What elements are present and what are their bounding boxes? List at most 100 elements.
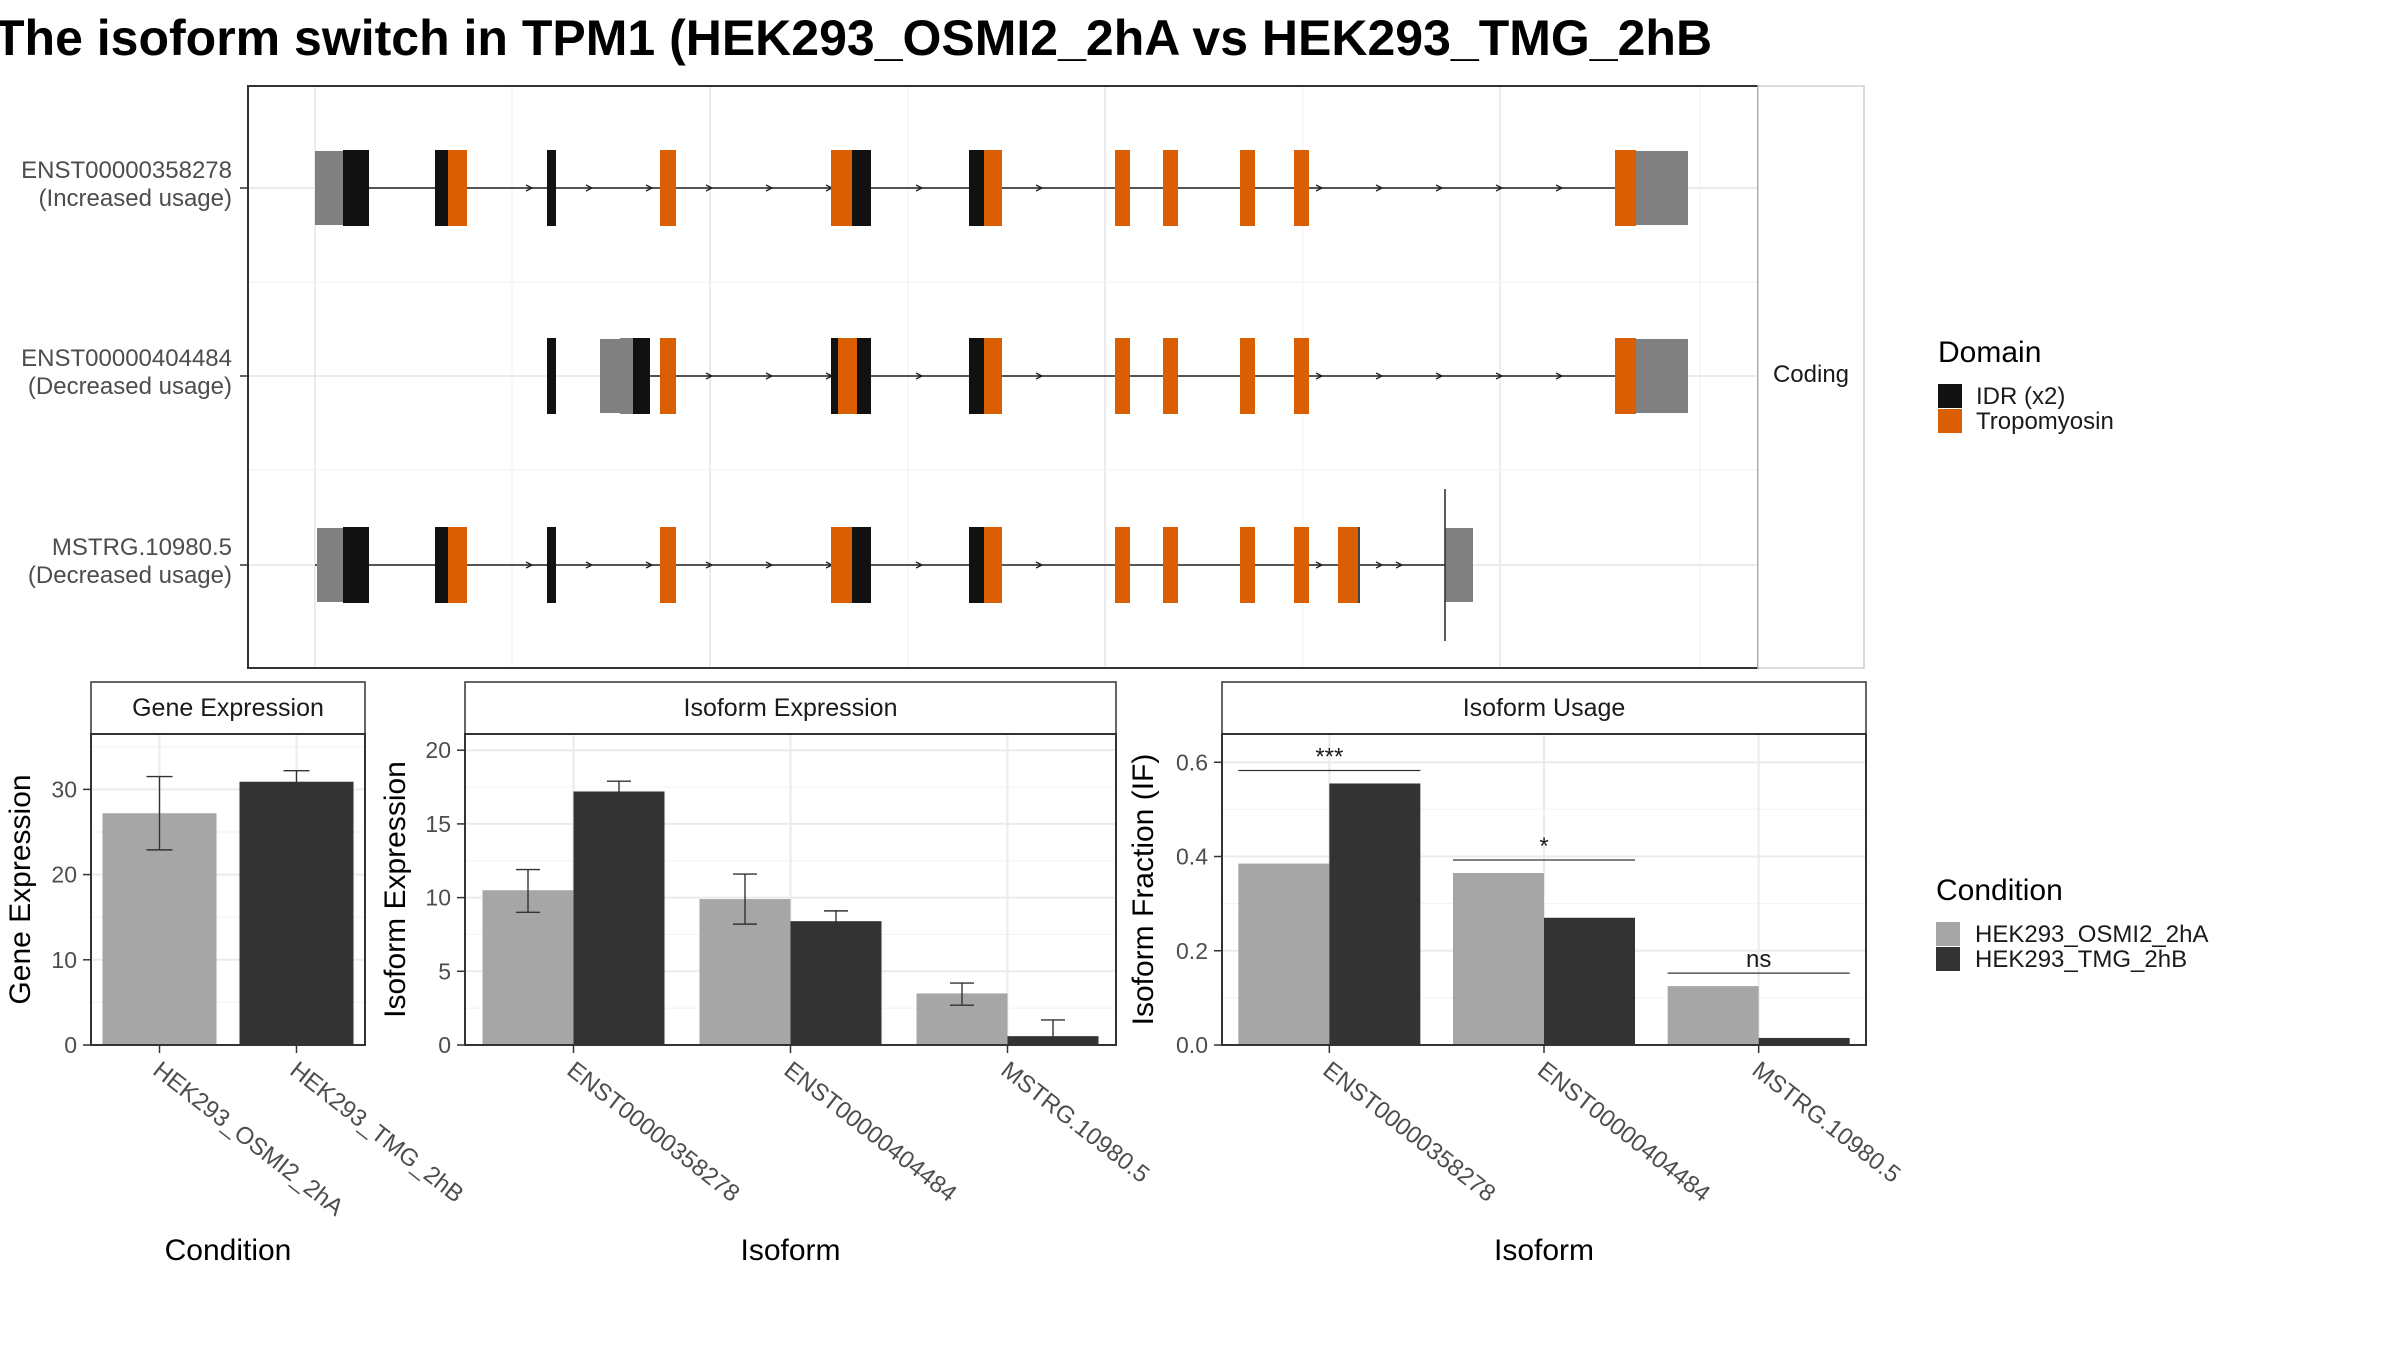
facet-strip [1757,85,1865,669]
panel-title: Isoform Expression [684,694,898,722]
y-tick-label: 20 [425,737,451,763]
y-tick-label: 0 [438,1032,451,1058]
isoform-usage-note: (Decreased usage) [28,373,232,400]
tropomyosin-domain-block [1115,338,1130,414]
bar [1238,863,1330,1045]
tropomyosin-domain-block [1115,150,1130,226]
idr-domain-block [435,527,448,603]
intron-direction-arrow [1375,561,1384,569]
y-tick-label: 15 [425,811,451,837]
intron-direction-arrow [1035,561,1044,569]
gene-expression-panel: Gene Expression0102030HEK293_OSMI2_2hAHE… [4,681,469,1267]
tropomyosin-domain-block [984,150,1002,226]
intron-direction-arrow [1555,184,1564,192]
y-tick-label: 0 [64,1032,77,1058]
legend-swatch [1938,384,1962,408]
isoform-id-label: ENST00000358278 [21,157,232,184]
y-axis-title: Gene Expression [4,774,37,1004]
tropomyosin-domain-block [1163,338,1178,414]
utr-block [1445,528,1473,602]
x-tick-label: MSTRG.10980.5 [996,1056,1155,1188]
idr-domain-block [343,527,354,603]
legend-label: HEK293_TMG_2hB [1975,946,2187,973]
x-axis-title: Isoform [740,1234,840,1267]
x-tick-label: ENST00000404484 [779,1056,962,1207]
isoform-usage-note: (Decreased usage) [28,562,232,589]
y-axis-title: Isoform Expression [379,761,412,1018]
tropomyosin-domain-block [1338,527,1358,603]
idr-domain-block [547,150,556,226]
intron-direction-arrow [1315,184,1324,192]
legend-label: HEK293_OSMI2_2hA [1975,921,2208,948]
legend-label: Tropomyosin [1976,408,2114,435]
panel-title: Isoform Usage [1463,694,1626,722]
bar [482,890,574,1045]
intron-direction-arrow [1375,184,1384,192]
x-tick-label: ENST00000358278 [562,1056,745,1207]
legend-swatch [1936,947,1960,971]
tropomyosin-domain-block [984,338,1002,414]
x-tick-label: MSTRG.10980.5 [1747,1056,1906,1188]
significance-label: ns [1746,946,1771,973]
intron-direction-arrow [705,184,714,192]
idr-domain-block [435,150,448,226]
plot-border [90,733,366,1046]
intron-direction-arrow [1035,184,1044,192]
idr-domain-block [831,338,838,414]
y-tick-label: 0.0 [1176,1032,1208,1058]
x-axis-title: Isoform [1494,1234,1594,1267]
y-tick-label: 20 [51,862,77,888]
tropomyosin-domain-block [831,150,852,226]
intron-direction-arrow [525,184,534,192]
bar [1667,986,1759,1045]
idr-domain-block [857,338,871,414]
isoform-id-label: ENST00000404484 [21,345,232,372]
legend-title: Condition [1936,874,2063,907]
tropomyosin-domain-block [838,338,857,414]
intron-direction-arrow [1315,561,1324,569]
tropomyosin-domain-block [1294,338,1309,414]
tropomyosin-domain-block [1294,150,1309,226]
legend-label: IDR (x2) [1976,383,2065,410]
idr-domain-block [969,338,984,414]
tropomyosin-domain-block [1163,150,1178,226]
bar [1329,783,1421,1045]
intron-direction-arrow [915,372,924,380]
tropomyosin-domain-block [1240,150,1255,226]
idr-domain-block [343,150,354,226]
x-tick-label: ENST00000404484 [1532,1056,1715,1207]
chart-title: The isoform switch in TPM1 (HEK293_OSMI2… [0,10,1712,66]
intron-direction-arrow [645,184,654,192]
tropomyosin-domain-block [1240,527,1255,603]
panel-strip [90,681,366,735]
tropomyosin-domain-block [1615,338,1636,414]
intron-direction-arrow [1555,372,1564,380]
intron-direction-arrow [525,561,534,569]
isoform-usage-note: (Increased usage) [39,185,232,212]
idr-domain-block [633,338,650,414]
intron-direction-arrow [915,184,924,192]
legend-swatch [1938,409,1962,433]
idr-domain-block [547,527,556,603]
tropomyosin-domain-block [1163,527,1178,603]
idr-domain-block [969,150,984,226]
y-tick-label: 5 [438,958,451,984]
bar [573,791,665,1045]
bar [102,813,217,1045]
y-tick-label: 10 [425,885,451,911]
tropomyosin-domain-block [448,527,467,603]
intron-direction-arrow [1435,184,1444,192]
tropomyosin-domain-block [1615,150,1636,226]
intron-direction-arrow [585,561,594,569]
x-tick-label: ENST00000358278 [1318,1056,1501,1207]
x-axis-title: Condition [165,1234,292,1267]
idr-domain-block [969,527,984,603]
tropomyosin-domain-block [1240,338,1255,414]
utr-block [315,151,343,225]
tropomyosin-domain-block [660,150,676,226]
tropomyosin-domain-block [660,338,676,414]
intron-direction-arrow [1035,372,1044,380]
tropomyosin-domain-block [448,150,467,226]
legend-title: Domain [1938,336,2041,369]
